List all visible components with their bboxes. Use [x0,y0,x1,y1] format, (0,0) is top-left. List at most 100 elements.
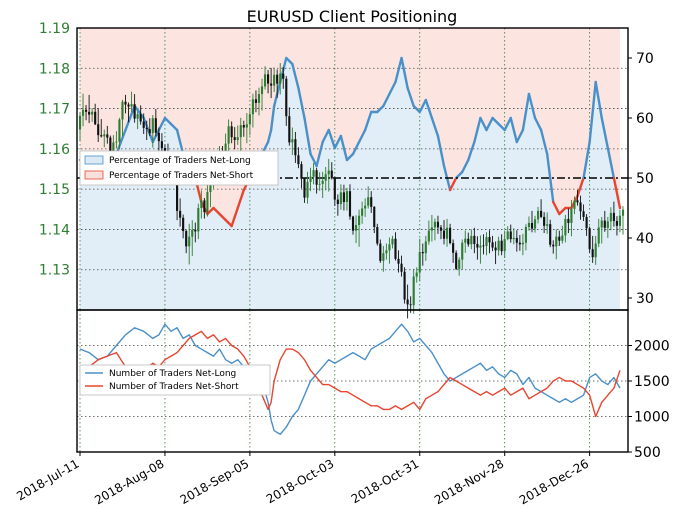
candle-body [491,242,494,248]
candle-body [588,228,591,250]
candle-body [285,78,288,117]
candle-body [239,125,242,138]
candle-body [403,271,406,300]
candle-body [400,263,403,272]
net-long-pct-segment [497,122,506,132]
candle-body [391,238,394,245]
candle-body [118,119,121,142]
net-long-pct-segment [206,206,215,216]
net-long-pct-segment [594,80,603,120]
candle-body [582,211,585,217]
candle-body [145,127,148,130]
candle-body [297,155,300,165]
net-long-pct-segment [157,116,167,132]
candle-body [333,178,336,200]
legend-label-short: Percentage of Traders Net-Short [109,171,254,181]
candle-body [109,137,112,161]
candle-body [406,299,409,305]
candle-body [291,139,294,143]
candle-body [415,272,418,277]
count-tick-label: 2000 [634,339,670,355]
net-long-pct-segment [461,158,470,174]
candle-body [157,132,160,142]
net-long-pct-segment [230,206,239,228]
candle-body [376,227,379,244]
candle-body [148,129,151,134]
candle-body [230,126,233,138]
candle-body [242,125,245,128]
candle-body [233,137,236,140]
candle-body [373,206,376,228]
net-long-pct-segment [454,170,464,180]
candle-body [324,174,327,181]
net-long-pct-segment [291,62,300,90]
candle-body [306,181,309,198]
legend-box [79,364,271,396]
candle-body [342,192,345,203]
net-long-pct-segment [467,140,476,162]
net-long-pct-segment [133,104,145,120]
net-long-pct-segment [376,104,385,114]
net-long-pct-segment [509,116,519,144]
pct-tick-label: 60 [636,111,654,127]
candle-body [409,304,412,306]
net-long-pct-segment [388,80,397,96]
candle-body [418,251,421,273]
x-tick-label: 2018-Jul-11 [14,456,81,503]
net-long-pct-segment [515,128,525,144]
candle-body [348,191,352,217]
price-tick-label: 1.13 [39,263,70,279]
candle-body [388,244,391,251]
net-long-area [80,58,620,310]
candle-body [121,101,124,120]
net-long-pct-segment [297,86,306,120]
net-long-pct-segment [394,56,403,84]
candle-body [188,236,191,247]
candle-body [521,242,524,245]
net-long-pct-segment [212,206,221,216]
pct-tick-label: 70 [636,51,654,67]
candle-body [594,243,597,258]
candle-body [282,73,285,79]
candle-body [245,124,248,128]
net-long-pct-segment [606,146,616,180]
net-long-pct-segment [142,116,155,144]
net-short-count-line [79,330,621,418]
candle-body [500,240,503,252]
legend-swatch-short [84,170,104,180]
candle-body [182,217,185,232]
count-tick-label: 500 [634,445,661,461]
count-tick-label: 1500 [634,374,670,390]
candle-body [612,212,615,221]
candle-body [424,241,427,254]
candle-body [91,111,94,115]
net-long-pct-segment [163,116,173,126]
legend-swatch-long [84,155,104,165]
candle-body [84,109,88,112]
net-long-pct-segment [309,152,318,168]
net-long-pct-segment [327,128,337,150]
candle-body [591,249,594,258]
net-long-pct-segment [169,122,179,132]
candle-body [476,243,479,248]
candle-body [209,182,212,192]
net-long-pct-segment [503,116,512,132]
candle-body [382,253,385,261]
candle-body [561,235,564,241]
candle-body [549,224,552,245]
candle-body [558,236,561,241]
net-long-pct-segment [345,152,355,162]
net-long-pct-segment [576,176,585,198]
candle-body [257,94,261,103]
candle-body [78,115,82,130]
candle-body [394,238,397,259]
candle-body [185,231,188,247]
candle-body [203,200,206,213]
candle-body [236,137,239,140]
candle-body [273,74,276,86]
candle-body [251,99,254,115]
net-long-pct-segment [266,128,273,144]
net-long-pct-segment [485,116,494,132]
candle-body [370,197,373,207]
